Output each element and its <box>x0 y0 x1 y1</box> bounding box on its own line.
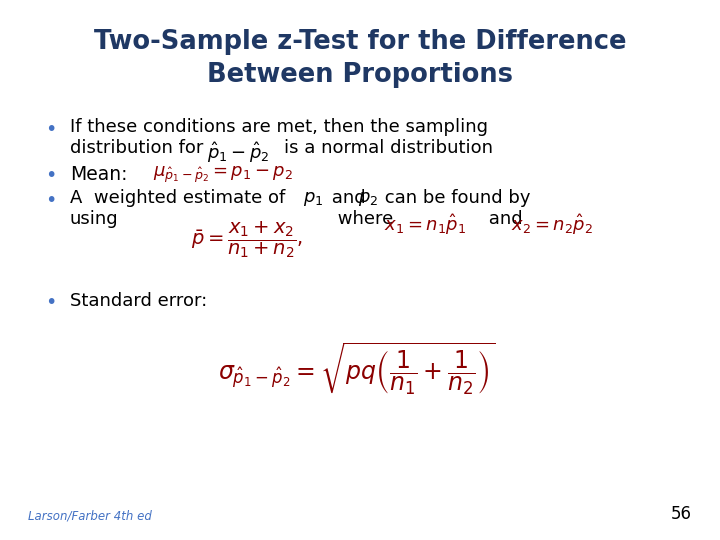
Text: can be found by: can be found by <box>379 189 531 207</box>
Text: Two-Sample z-Test for the Difference
Between Proportions: Two-Sample z-Test for the Difference Bet… <box>94 29 626 88</box>
Text: •: • <box>45 166 57 185</box>
Text: •: • <box>45 120 57 139</box>
Text: and: and <box>483 211 528 228</box>
Text: $p_1$: $p_1$ <box>303 190 324 208</box>
Text: where: where <box>333 211 400 228</box>
Text: Mean:: Mean: <box>70 165 127 184</box>
Text: Larson/Farber 4th ed: Larson/Farber 4th ed <box>28 510 152 523</box>
Text: $\bar{p} = \dfrac{x_1 + x_2}{n_1 + n_2},$: $\bar{p} = \dfrac{x_1 + x_2}{n_1 + n_2},… <box>191 219 303 260</box>
Text: $x_1 = n_1\hat{p}_1$: $x_1 = n_1\hat{p}_1$ <box>384 212 467 237</box>
Text: $\hat{p}_1 - \hat{p}_2$: $\hat{p}_1 - \hat{p}_2$ <box>207 140 269 165</box>
Text: $p_2$: $p_2$ <box>358 190 378 208</box>
Text: $x_2 = n_2\hat{p}_2$: $x_2 = n_2\hat{p}_2$ <box>510 212 593 237</box>
Text: Standard error:: Standard error: <box>70 292 207 310</box>
Text: 56: 56 <box>671 505 692 523</box>
Text: using: using <box>70 211 118 228</box>
Text: A  weighted estimate of: A weighted estimate of <box>70 189 291 207</box>
Text: is a normal distribution: is a normal distribution <box>284 139 493 157</box>
Text: •: • <box>45 191 57 210</box>
Text: If these conditions are met, then the sampling: If these conditions are met, then the sa… <box>70 118 487 136</box>
Text: $\mu_{\hat{p}_1 - \hat{p}_2} = p_1 - p_2$: $\mu_{\hat{p}_1 - \hat{p}_2} = p_1 - p_2… <box>153 165 293 185</box>
Text: •: • <box>45 293 57 312</box>
Text: $\sigma_{\hat{p}_1 - \hat{p}_2} = \sqrt{pq\left(\dfrac{1}{n_1} + \dfrac{1}{n_2}\: $\sigma_{\hat{p}_1 - \hat{p}_2} = \sqrt{… <box>218 340 495 396</box>
Text: and: and <box>326 189 372 207</box>
Text: distribution for: distribution for <box>70 139 203 157</box>
